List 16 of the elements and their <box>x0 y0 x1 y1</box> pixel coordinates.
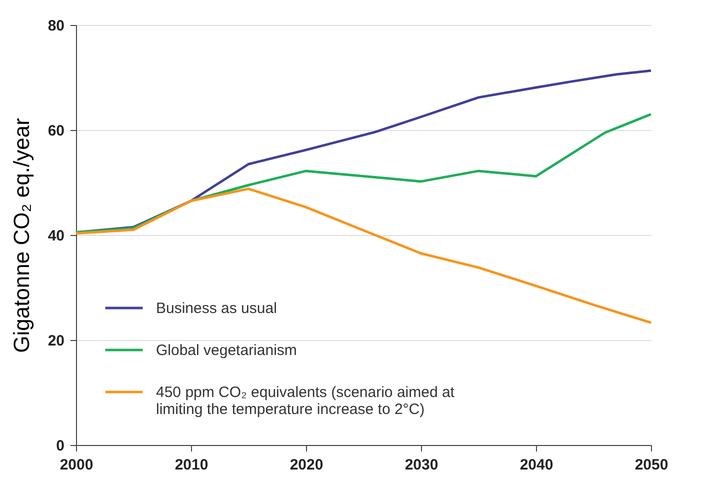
y-tick-label: 0 <box>56 438 64 454</box>
x-tick-label: 2000 <box>60 456 94 474</box>
line-series <box>74 188 652 324</box>
y-tick-label: 20 <box>48 332 64 350</box>
legend-label: Global vegetarianism <box>156 342 297 359</box>
x-tick-label: 2030 <box>404 456 438 474</box>
x-tick-label: 2050 <box>634 456 668 474</box>
y-tick-label: 80 <box>48 18 64 34</box>
y-tick-label: 40 <box>48 228 64 244</box>
y-axis-title: Gigatonne CO₂ eq./year <box>8 118 34 353</box>
x-tick-label: 2040 <box>520 456 554 474</box>
legend-label: Business as usual <box>156 300 277 317</box>
legend-label: 450 ppm CO₂ equivalents (scenario aimed at limiting the temperature increase to 2°C) <box>156 384 456 418</box>
x-tick-label: 2020 <box>290 456 324 474</box>
x-tick-label: 2010 <box>174 456 208 474</box>
y-tick-label: 60 <box>48 122 64 140</box>
